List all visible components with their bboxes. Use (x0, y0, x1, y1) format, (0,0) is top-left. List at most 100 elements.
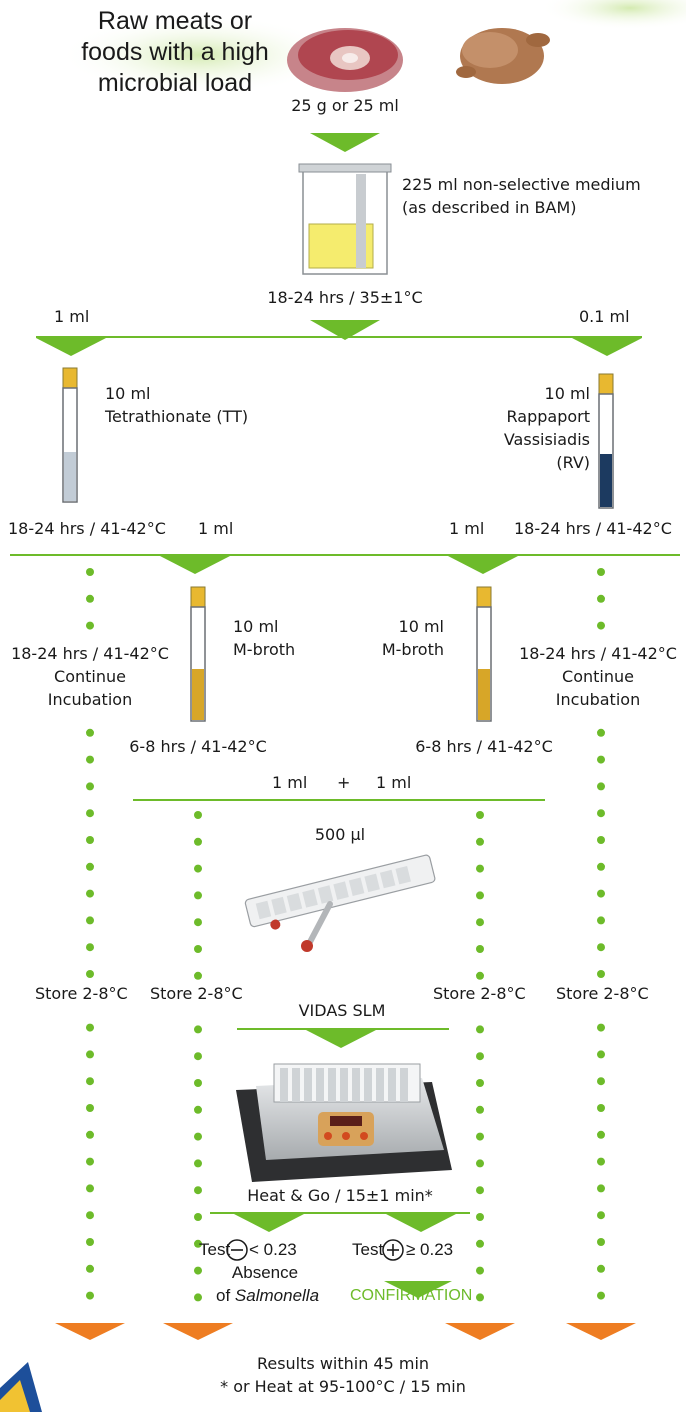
store-b: Store 2-8°C (150, 984, 243, 1003)
transfer-right: 1 ml (449, 519, 485, 538)
connector-dot (597, 1184, 605, 1193)
combine-plus: + (337, 773, 351, 792)
connector-dot (194, 1052, 202, 1061)
transfer-left: 1 ml (198, 519, 234, 538)
connector-dot (86, 621, 94, 630)
medium-line1: 225 ml non-selective medium (402, 175, 641, 194)
mbroth-right-line1: 10 ml (398, 617, 444, 636)
connector-dot (476, 918, 484, 927)
connector-dot (86, 836, 94, 844)
connector-dot (194, 837, 202, 846)
connector-dot (86, 862, 94, 871)
connector-dot (194, 945, 202, 953)
connector-dot (476, 1186, 484, 1195)
connector-dot (86, 568, 94, 576)
connector-dot (597, 809, 605, 818)
connector-dot (86, 1104, 94, 1112)
tube-icon (190, 586, 206, 722)
orange-arrow (55, 1323, 125, 1340)
connector-dot (476, 1025, 484, 1034)
connector-dot (597, 1157, 605, 1166)
tube-icon (476, 586, 492, 722)
connector-dot (597, 836, 605, 844)
connector-dot (86, 1291, 94, 1300)
tube-icon (598, 373, 614, 509)
connector-dot (597, 916, 605, 925)
logo-corner (0, 1362, 42, 1412)
arrow-down (448, 556, 518, 574)
absence-of: of (216, 1286, 231, 1305)
continue-right-line2: Continue (562, 667, 634, 686)
connector-dot (194, 1159, 202, 1168)
connector-dot (476, 945, 484, 953)
incubation-1: 18-24 hrs / 35±1°C (267, 288, 423, 307)
arrow-down (160, 556, 230, 574)
test-negative-threshold: < 0.23 (249, 1240, 297, 1259)
orange-arrow (163, 1323, 233, 1340)
connector-dot (86, 1023, 94, 1032)
connector-dot (597, 943, 605, 952)
absence-organism: Salmonella (234, 1286, 320, 1305)
rv-line3: Vassisiadis (503, 430, 590, 449)
medium-line2: (as described in BAM) (402, 198, 577, 217)
connector-dot (476, 1052, 484, 1061)
tube-icon (62, 367, 78, 503)
vidas-spr-icon (301, 901, 333, 952)
confirmation-label: CONFIRMATION (350, 1287, 473, 1304)
mbroth-incubation-left: 6-8 hrs / 41-42°C (129, 737, 267, 756)
volume: 500 µl (314, 825, 366, 844)
continue-left-line3: Incubation (47, 690, 133, 709)
orange-arrow (566, 1323, 636, 1340)
mbroth-incubation-right: 6-8 hrs / 41-42°C (415, 737, 553, 756)
connector-dot (476, 864, 484, 873)
connector-dot (597, 1291, 605, 1300)
heat-block-icon (236, 1063, 452, 1182)
connector-dot (86, 1130, 94, 1139)
connector-dot (597, 970, 605, 978)
connector-dot (86, 728, 94, 737)
connector-dot (194, 1266, 202, 1275)
absence-line1: Absence (231, 1263, 299, 1282)
rv-line1: 10 ml (544, 384, 590, 403)
connector-dot (597, 594, 605, 603)
store-d: Store 2-8°C (556, 984, 649, 1003)
arrow-down (310, 133, 380, 152)
arrow-down (384, 1281, 452, 1298)
connector-dot (476, 1266, 484, 1275)
footnote: * or Heat at 95-100°C / 15 min (220, 1377, 466, 1396)
connector-dot (597, 621, 605, 630)
title-glow (60, 15, 340, 95)
connector-dot (476, 1079, 484, 1087)
connector-dot (597, 1238, 605, 1246)
connector-dot (476, 811, 484, 819)
mbroth-right-line2: M-broth (381, 640, 444, 659)
connector-dot (194, 864, 202, 873)
continue-right-line1: 18-24 hrs / 41-42°C (519, 644, 677, 663)
connector-dot (597, 755, 605, 764)
connector-dot (476, 837, 484, 846)
arrow-down (572, 338, 642, 356)
connector-dot (597, 862, 605, 871)
connector-dot (194, 891, 202, 900)
connector-dot (86, 782, 94, 791)
test-positive-prefix: Test (352, 1240, 384, 1259)
connector-dot (86, 1157, 94, 1166)
connector-dot (597, 1023, 605, 1032)
vidas-strip-icon (244, 854, 436, 930)
connector-dot (194, 1293, 202, 1302)
arrow-down (386, 1214, 456, 1232)
connector-dot (476, 1239, 484, 1248)
connector-dot (194, 1239, 202, 1248)
connector-dot (194, 1186, 202, 1195)
connector-dot (597, 728, 605, 737)
connector-dot (194, 811, 202, 819)
connector-dot (597, 1130, 605, 1139)
connector-dot (597, 568, 605, 576)
connector-dot (597, 889, 605, 898)
orange-arrow (445, 1323, 515, 1340)
connector-dot (597, 1077, 605, 1086)
arrow-down (306, 1030, 376, 1048)
arrow-down (234, 1214, 304, 1232)
connector-dot (86, 970, 94, 978)
connector-dot (86, 1264, 94, 1273)
